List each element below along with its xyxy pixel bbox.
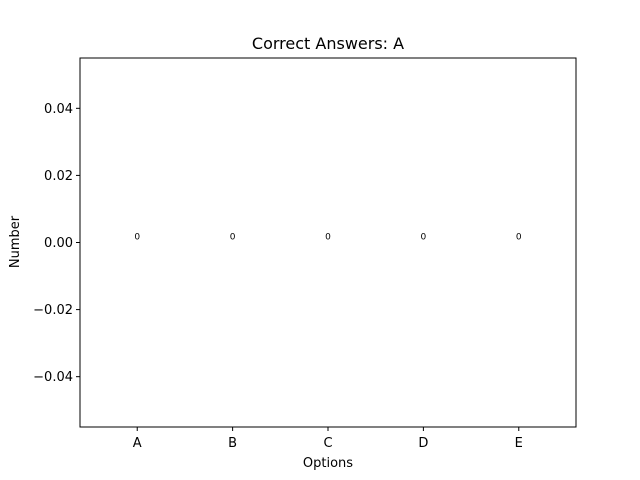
x-axis-label: Options: [303, 456, 353, 471]
y-tick-label: −0.04: [33, 370, 73, 385]
plot-area-frame: [79, 57, 577, 428]
bar-value-label: 0: [325, 233, 331, 243]
x-tick-label: C: [323, 436, 332, 451]
bar-value-label: 0: [230, 233, 236, 243]
bar-data-labels: 0 0 0 0 0: [134, 233, 522, 243]
x-axis-ticks: A B C D E: [133, 427, 523, 451]
x-tick-label: D: [418, 436, 428, 451]
bar-value-label: 0: [516, 233, 522, 243]
y-tick-label: −0.02: [33, 303, 73, 318]
y-tick-label: 0.00: [44, 236, 73, 251]
x-tick-label: E: [515, 436, 523, 451]
bar-value-label: 0: [134, 233, 140, 243]
y-axis-ticks: −0.04 −0.02 0.00 0.02 0.04: [33, 102, 80, 385]
x-tick-label: A: [133, 436, 142, 451]
y-tick-label: 0.04: [44, 102, 73, 117]
chart-title: Correct Answers: A: [252, 34, 404, 53]
x-tick-label: B: [228, 436, 237, 451]
y-tick-label: 0.02: [44, 169, 73, 184]
bar-value-label: 0: [421, 233, 427, 243]
y-axis-label: Number: [8, 215, 23, 268]
